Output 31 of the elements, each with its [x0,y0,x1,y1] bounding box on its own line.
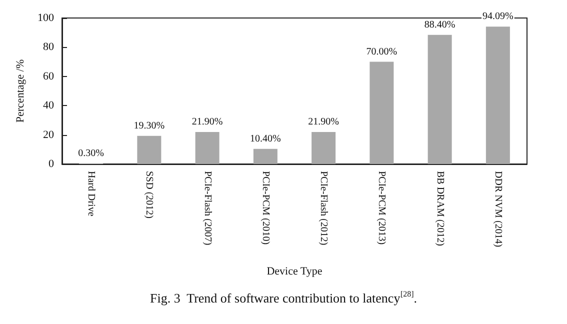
bar [486,26,510,164]
bar [370,62,394,164]
x-tick-label: SSD (2012) [144,171,155,219]
x-tick-label: BB DRAM (2012) [434,171,446,246]
y-axis-title: Percentage /% [14,59,26,123]
data-label: 88.40% [424,19,456,30]
x-axis-title: Device Type [266,266,322,278]
y-tick-label: 100 [38,12,54,24]
y-tick-label: 60 [43,70,54,82]
x-tick-label: PCIe-Flash (2007) [202,171,213,246]
x-tick-label: PCIe-Flash (2012) [318,171,330,246]
data-label: 0.30% [78,148,104,160]
data-label: 70.00% [366,46,398,58]
y-tick-label: 40 [43,100,54,112]
bar [137,136,162,164]
data-label: 21.90% [192,116,223,128]
data-label: 21.90% [308,116,339,128]
x-tick-label: PCIe-PCM (2013) [376,171,388,245]
bar [428,34,452,164]
data-label: 10.40% [250,133,281,144]
y-tick-label: 80 [43,41,54,54]
bar [253,148,278,164]
bar [312,132,336,164]
x-tick-label: PCIe-PCM (2010) [260,171,271,245]
x-tick-label: Hard Drive [86,171,97,217]
y-tick-label: 20 [43,128,54,141]
x-tick-label: DDR NVM (2014) [492,171,504,248]
data-label: 94.09% [482,11,514,22]
data-label: 19.30% [134,120,165,132]
y-tick-label: 0 [48,158,54,170]
bar [195,132,220,164]
